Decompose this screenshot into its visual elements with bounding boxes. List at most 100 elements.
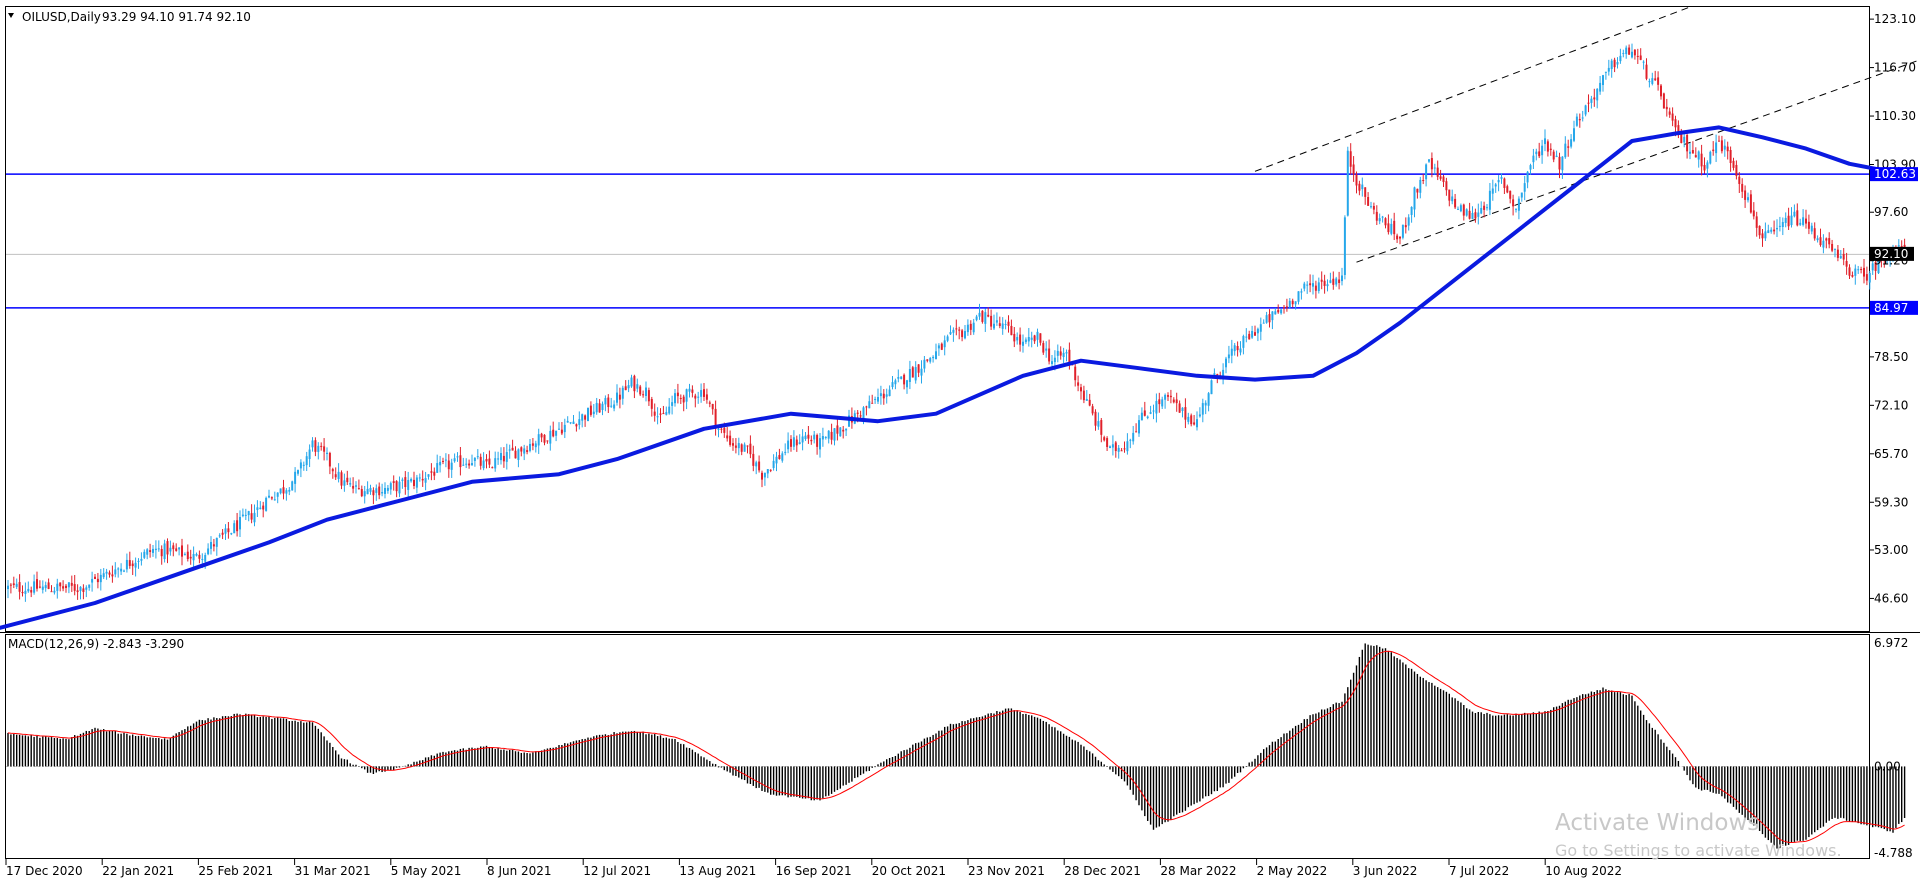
candle	[679, 394, 682, 405]
candle	[415, 474, 418, 494]
time-tick-label: 2 May 2022	[1257, 864, 1328, 878]
candle-body	[645, 387, 647, 396]
candle-body	[1776, 227, 1778, 230]
candle	[1126, 433, 1129, 455]
candle	[650, 396, 653, 417]
candle	[143, 549, 146, 560]
candle-body	[221, 532, 224, 535]
candle-body	[917, 364, 920, 373]
candle	[1575, 113, 1578, 127]
candle-body	[1283, 307, 1285, 309]
candle-body	[386, 487, 389, 491]
candle-body	[305, 456, 308, 466]
candle	[804, 431, 807, 441]
candle	[253, 504, 256, 527]
candle	[1233, 342, 1236, 356]
candle-body	[1387, 223, 1390, 233]
candle	[497, 451, 500, 465]
candle-body	[442, 460, 444, 462]
candle	[636, 378, 639, 393]
candle-body	[964, 331, 966, 339]
candle-body	[613, 404, 616, 409]
candle-body	[108, 572, 111, 575]
candle-body	[833, 428, 836, 441]
candle-body	[215, 537, 218, 547]
candle	[1604, 71, 1607, 80]
candle-body	[233, 523, 236, 534]
candle-body	[1831, 243, 1834, 251]
candle	[935, 343, 937, 360]
channel-line-1	[1254, 6, 1691, 172]
candle	[552, 421, 555, 438]
candle	[1776, 219, 1778, 238]
candle	[459, 446, 462, 476]
candle-body	[1085, 398, 1088, 401]
candle	[1454, 193, 1457, 210]
candle	[749, 435, 752, 459]
candle-body	[1549, 148, 1552, 150]
candle-body	[1016, 337, 1019, 341]
candle-body	[1152, 410, 1155, 412]
candle-body	[653, 411, 656, 416]
candle	[587, 407, 589, 422]
candle	[624, 380, 627, 391]
candle	[1691, 141, 1694, 154]
candle	[940, 342, 943, 351]
candle	[401, 477, 404, 489]
candle	[1399, 236, 1401, 245]
candle	[958, 326, 961, 340]
candle-body	[856, 412, 859, 414]
candle-body	[914, 367, 917, 381]
horizontal-levels-layer	[6, 173, 1869, 309]
candle	[888, 385, 891, 397]
candle-body	[1654, 78, 1657, 81]
candle	[705, 388, 708, 404]
candle-body	[1610, 60, 1613, 69]
candle-body	[758, 461, 761, 471]
candle	[1016, 332, 1019, 345]
candle-body	[259, 507, 262, 510]
candle-body	[761, 472, 763, 480]
candle	[1425, 163, 1428, 187]
candle	[1164, 393, 1167, 409]
candle-body	[1651, 78, 1654, 84]
candle	[1109, 445, 1111, 449]
candle	[972, 318, 975, 335]
candle	[981, 310, 984, 324]
candle-body	[1662, 93, 1665, 109]
candle-body	[444, 459, 447, 461]
candle-body	[1291, 300, 1294, 305]
candle	[1578, 113, 1581, 128]
candle-body	[1462, 204, 1465, 216]
candle	[1117, 444, 1120, 459]
candle	[131, 560, 134, 576]
candle-body	[1274, 311, 1277, 315]
candle	[1805, 209, 1807, 229]
candle	[1471, 206, 1474, 220]
candle	[1372, 202, 1375, 215]
candle-body	[1106, 438, 1109, 447]
candle-body	[894, 380, 897, 385]
candle	[76, 584, 79, 600]
candle-body	[1857, 269, 1860, 271]
candle	[1045, 341, 1048, 358]
candle	[1004, 319, 1007, 330]
candle-body	[555, 430, 558, 436]
candle	[1828, 232, 1831, 249]
candle-body	[38, 586, 41, 588]
candle	[1430, 152, 1433, 178]
candle	[386, 484, 389, 494]
candle-body	[218, 535, 221, 537]
candle-body	[1839, 256, 1842, 259]
candle-body	[688, 388, 691, 392]
candle	[1297, 291, 1300, 305]
candle	[589, 401, 592, 417]
candle-body	[1848, 267, 1851, 276]
candle	[320, 442, 323, 451]
collapse-triangle-icon[interactable]	[8, 13, 14, 18]
candle-body	[1752, 210, 1755, 217]
candle-body	[575, 424, 578, 427]
candle	[734, 438, 737, 454]
candle	[1773, 220, 1776, 235]
